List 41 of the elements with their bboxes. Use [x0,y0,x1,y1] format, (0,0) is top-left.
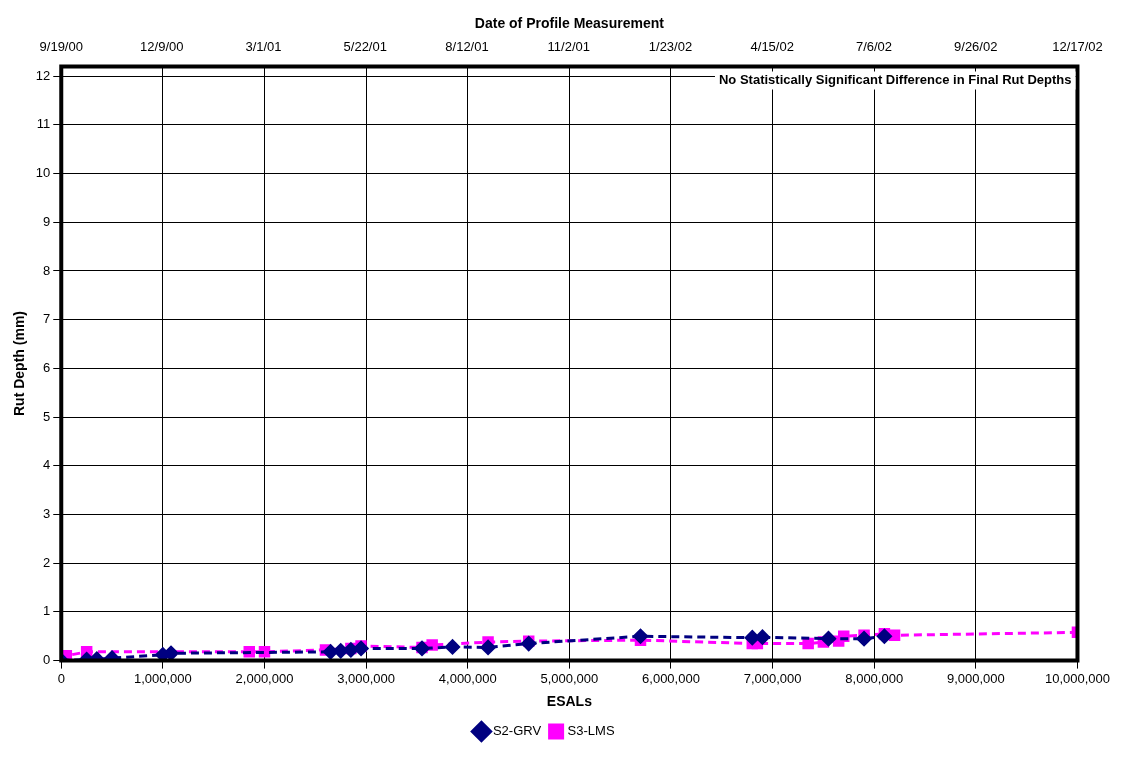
x-tick-label: 0 [57,670,65,686]
x2-tick-label: 9/19/00 [39,39,83,55]
annotation: No Statistically Significant Difference in Final Rut Depths [718,72,1072,88]
x2-tick-label: 11/2/01 [547,39,590,55]
y-tick-label: 11 [36,116,51,132]
x2-axis-title: Date of Profile Measurement [474,15,665,32]
x2-tick-label: 7/6/02 [855,39,893,55]
x-tick-label: 6,000,000 [642,670,700,686]
y-tick-label: 5 [43,408,51,424]
x-tick-label: 5,000,000 [540,670,599,686]
y-axis-title: Rut Depth (mm) [11,311,28,416]
legend-label: S2-GRV [492,723,542,739]
x-tick-label: 7,000,000 [743,670,802,686]
y-tick-label: 10 [35,165,51,181]
x-tick-label: 2,000,000 [235,670,294,686]
x-tick-label: 3,000,000 [337,670,396,686]
y-tick-label: 1 [43,603,51,619]
y-tick-label: 7 [43,311,51,327]
x-tick-label: 1,000,000 [133,670,192,686]
y-tick-label: 12 [35,67,51,83]
y-tick-label: 3 [43,506,51,522]
x2-tick-label: 5/22/01 [343,39,387,55]
y-tick-label: 9 [43,213,51,229]
x2-tick-label: 1/23/02 [648,39,693,55]
y-tick-label: 4 [43,457,51,473]
x2-tick-label: 12/9/00 [140,39,184,55]
y-tick-label: 2 [43,554,51,570]
x-tick-label: 8,000,000 [845,670,904,686]
y-tick-label: 6 [43,359,51,375]
x-tick-label: 10,000,000 [1044,670,1111,686]
x-axis-title: ESALs [546,693,593,710]
x-tick-label: 9,000,000 [946,670,1005,686]
y-tick-label: 0 [43,652,51,668]
y-tick-label: 8 [43,262,51,278]
x2-tick-label: 4/15/02 [750,39,794,55]
x2-tick-label: 8/12/01 [445,39,489,55]
x2-tick-label: 3/1/01 [245,39,282,55]
legend-label: S3-LMS [567,723,615,739]
x2-tick-label: 12/17/02 [1052,39,1103,55]
x2-tick-label: 9/26/02 [954,39,998,55]
x-tick-label: 4,000,000 [438,670,497,686]
